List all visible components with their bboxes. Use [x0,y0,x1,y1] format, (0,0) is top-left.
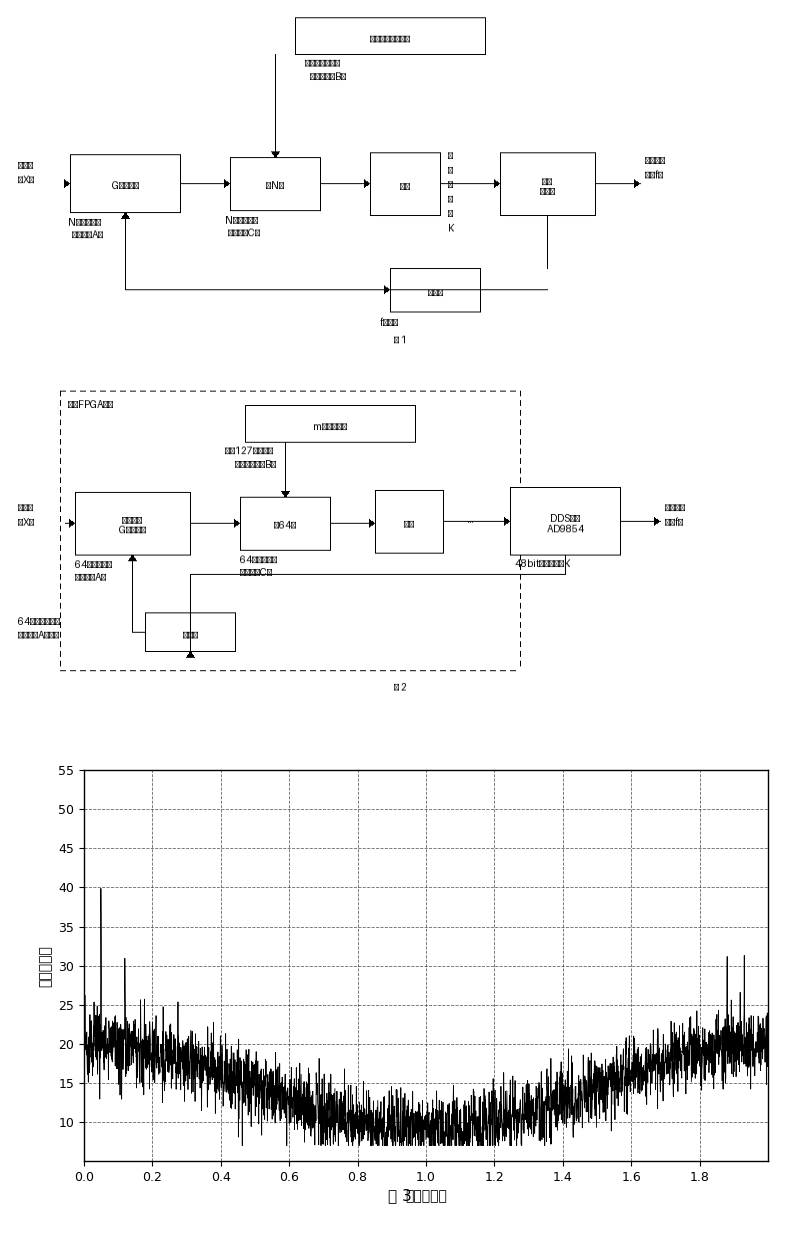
X-axis label: 归一化频率: 归一化频率 [405,1190,447,1203]
Text: 图 3: 图 3 [388,1187,412,1202]
Y-axis label: 功率谱密度: 功率谱密度 [38,945,53,986]
